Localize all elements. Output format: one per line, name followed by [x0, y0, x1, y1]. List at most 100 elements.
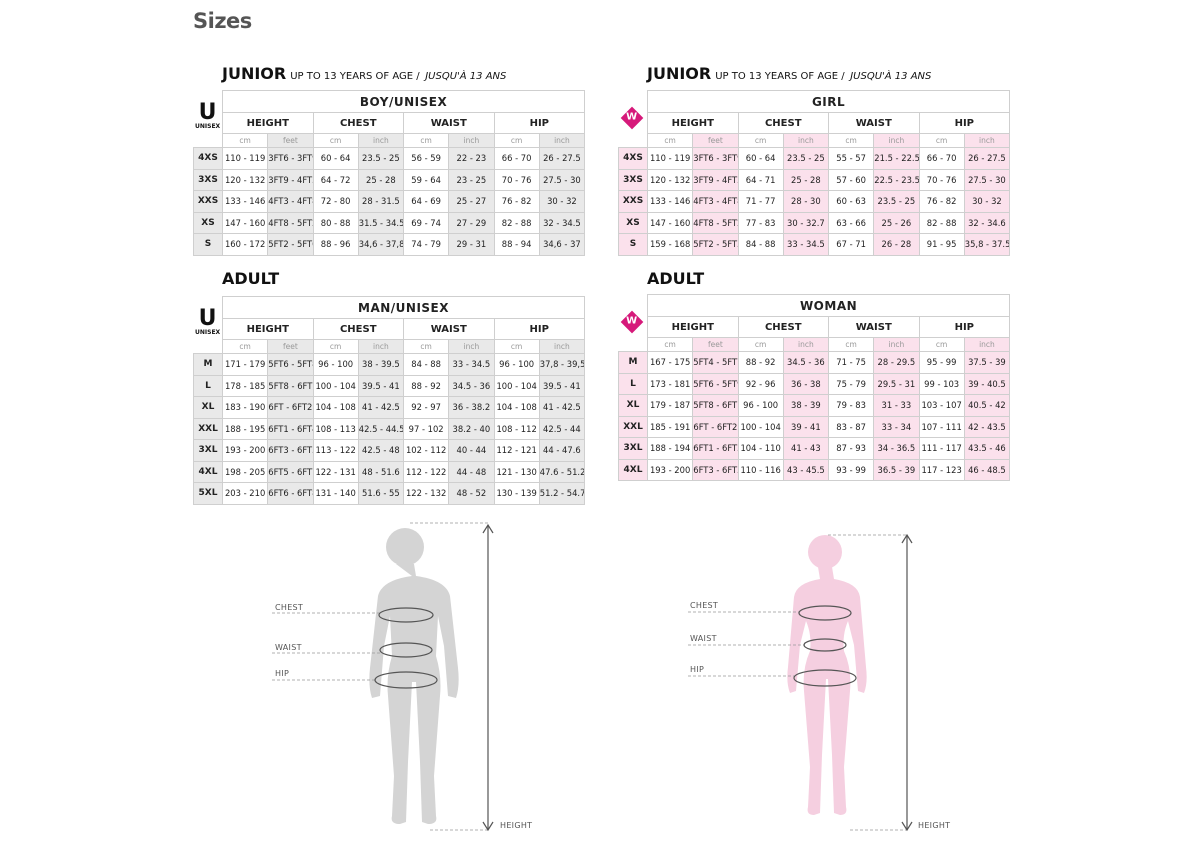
value-cell: 147 - 160	[646, 211, 694, 234]
group-header: CHEST	[312, 318, 404, 340]
value-cell: 122 - 132	[402, 482, 450, 505]
unit-header: cm	[646, 133, 694, 148]
unit-header: feet	[267, 339, 314, 354]
table-row: XL 183 - 190 6FT - 6FT2 104 - 108 41 - 42.5 9…	[193, 396, 586, 419]
boy-unisex-table: BOY/UNISEX HEIGHT CHEST WAIST HIP cm feet cm inc…	[193, 90, 586, 256]
value-cell: 117 - 123	[918, 458, 965, 481]
unisex-letter: U	[198, 306, 217, 331]
page-title: Sizes	[193, 9, 252, 33]
unit-header: cm	[827, 337, 875, 352]
value-cell: 198 - 205	[221, 460, 269, 483]
value-cell: 47.6 - 51.2	[538, 460, 586, 483]
unit-header: inch	[538, 133, 586, 148]
table-title: BOY/UNISEX	[221, 90, 586, 113]
value-cell: 5FT6 - 5FT8	[267, 353, 314, 376]
value-cell: 92 - 96	[737, 372, 784, 395]
table-row: XS 147 - 160 4FT8 - 5FT2 80 - 88 31.5 - 34.5…	[193, 211, 586, 234]
value-cell: 100 - 104	[737, 415, 784, 438]
height-arrows	[482, 523, 913, 832]
value-cell: 69 - 74	[402, 211, 450, 234]
value-cell: 26 - 27.5	[963, 147, 1011, 170]
value-cell: 88 - 92	[737, 351, 784, 374]
female-hip-label: HIP	[690, 665, 705, 674]
value-cell: 25 - 28	[782, 168, 830, 191]
value-cell: 71 - 75	[827, 351, 875, 374]
size-cell: 3XL	[193, 439, 223, 462]
value-cell: 88 - 96	[312, 233, 359, 256]
value-cell: 36 - 38.2	[448, 396, 495, 419]
value-cell: 30 - 32	[963, 190, 1011, 213]
value-cell: 34 - 36.5	[873, 437, 920, 460]
unit-header: feet	[692, 337, 739, 352]
value-cell: 104 - 108	[312, 396, 359, 419]
value-cell: 48 - 52	[448, 482, 495, 505]
value-cell: 102 - 112	[402, 439, 450, 462]
value-cell: 43.5 - 46	[963, 437, 1011, 460]
value-cell: 84 - 88	[402, 353, 450, 376]
value-cell: 51.6 - 55	[357, 482, 405, 505]
value-cell: 22 - 23	[448, 147, 495, 170]
value-cell: 88 - 94	[493, 233, 540, 256]
value-cell: 59 - 64	[402, 168, 450, 191]
value-cell: 26 - 27.5	[538, 147, 586, 170]
value-cell: 38 - 39.5	[357, 353, 405, 376]
unit-header: inch	[448, 133, 495, 148]
value-cell: 22.5 - 23.5	[873, 168, 920, 191]
value-cell: 44 - 47.6	[538, 439, 586, 462]
female-figure-icon	[787, 535, 867, 815]
woman-letter: W	[626, 316, 638, 327]
group-header: CHEST	[312, 112, 404, 134]
value-cell: 46 - 48.5	[963, 458, 1011, 481]
value-cell: 33 - 34.5	[782, 233, 830, 256]
value-cell: 6FT5 - 6FT7	[267, 460, 314, 483]
unisex-logo: U UNISEX	[195, 102, 220, 131]
value-cell: 203 - 210	[221, 482, 269, 505]
group-header: HEIGHT	[647, 316, 739, 338]
table-row: 4XL 198 - 205 6FT5 - 6FT7 122 - 131 48 - 51.…	[193, 460, 586, 483]
value-cell: 51.2 - 54.7	[538, 482, 586, 505]
value-cell: 87 - 93	[827, 437, 875, 460]
table-row: XXL 185 - 191 6FT - 6FT2 100 - 104 39 - 41 83…	[618, 415, 1011, 438]
value-cell: 188 - 194	[646, 437, 694, 460]
value-cell: 74 - 79	[402, 233, 450, 256]
heading: JUNIOR	[647, 64, 712, 83]
adult-right-heading: ADULT	[647, 269, 705, 288]
value-cell: 96 - 100	[312, 353, 359, 376]
value-cell: 112 - 122	[402, 460, 450, 483]
value-cell: 113 - 122	[312, 439, 359, 462]
unit-header: cm	[918, 133, 965, 148]
heading: JUNIOR	[222, 64, 287, 83]
value-cell: 34,6 - 37,8	[357, 233, 405, 256]
blank-cell	[619, 338, 648, 352]
unit-header: cm	[402, 339, 450, 354]
junior-right-heading: JUNIOR UP TO 13 YEARS OF AGE / JUSQU'À 13…	[647, 64, 931, 83]
unit-header: cm	[646, 337, 694, 352]
value-cell: 76 - 82	[493, 190, 540, 213]
value-cell: 30 - 32.7	[782, 211, 830, 234]
value-cell: 57 - 60	[827, 168, 875, 191]
size-cell: 3XS	[618, 168, 648, 191]
group-header: HEIGHT	[647, 112, 739, 134]
value-cell: 31 - 33	[873, 394, 920, 417]
value-cell: 39 - 40.5	[963, 372, 1011, 395]
value-cell: 4FT3 - 4FT8	[267, 190, 314, 213]
value-cell: 56 - 59	[402, 147, 450, 170]
size-cell: L	[618, 372, 648, 395]
value-cell: 28 - 29.5	[873, 351, 920, 374]
value-cell: 173 - 181	[646, 372, 694, 395]
value-cell: 179 - 187	[646, 394, 694, 417]
value-cell: 41 - 42.5	[357, 396, 405, 419]
unit-header: inch	[873, 133, 920, 148]
value-cell: 32 - 34.5	[538, 211, 586, 234]
value-cell: 48 - 51.6	[357, 460, 405, 483]
value-cell: 42.5 - 44	[538, 417, 586, 440]
value-cell: 25 - 27	[448, 190, 495, 213]
value-cell: 82 - 88	[918, 211, 965, 234]
value-cell: 38.2 - 40	[448, 417, 495, 440]
value-cell: 171 - 179	[221, 353, 269, 376]
value-cell: 41 - 43	[782, 437, 830, 460]
value-cell: 79 - 83	[827, 394, 875, 417]
subheading-french: JUSQU'À 13 ANS	[425, 71, 507, 82]
unit-header: cm	[737, 337, 784, 352]
value-cell: 43 - 45.5	[782, 458, 830, 481]
